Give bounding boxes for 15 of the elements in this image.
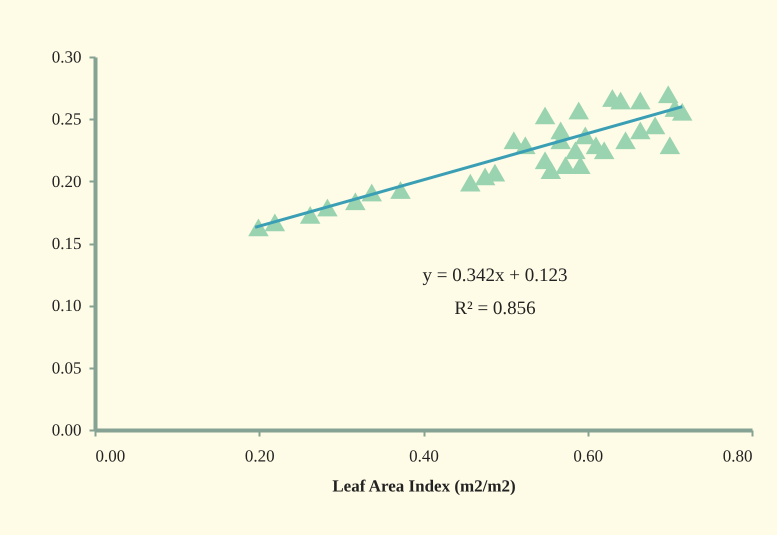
x-tick-label: 0.80 xyxy=(722,446,752,466)
y-tick-label: 0.30 xyxy=(52,48,82,66)
y-tick-label: 0.20 xyxy=(52,172,82,191)
annotation: y = 0.342x + 0.123 xyxy=(422,265,568,286)
y-tick-label: 0.00 xyxy=(52,420,82,440)
y-tick-label: 0.05 xyxy=(52,358,82,378)
x-axis-title: Leaf Area Index (m2/m2) xyxy=(332,476,516,496)
x-tick-label: 0.00 xyxy=(96,446,126,466)
y-tick-label: 0.25 xyxy=(52,110,82,129)
x-tick-label: 0.20 xyxy=(244,446,275,466)
x-tick-label: 0.40 xyxy=(409,446,439,466)
y-tick-label: 0.15 xyxy=(52,234,82,253)
y-tick-label: 0.10 xyxy=(52,296,82,316)
annotation: R² = 0.856 xyxy=(454,298,536,319)
x-tick-label: 0.60 xyxy=(573,446,604,466)
